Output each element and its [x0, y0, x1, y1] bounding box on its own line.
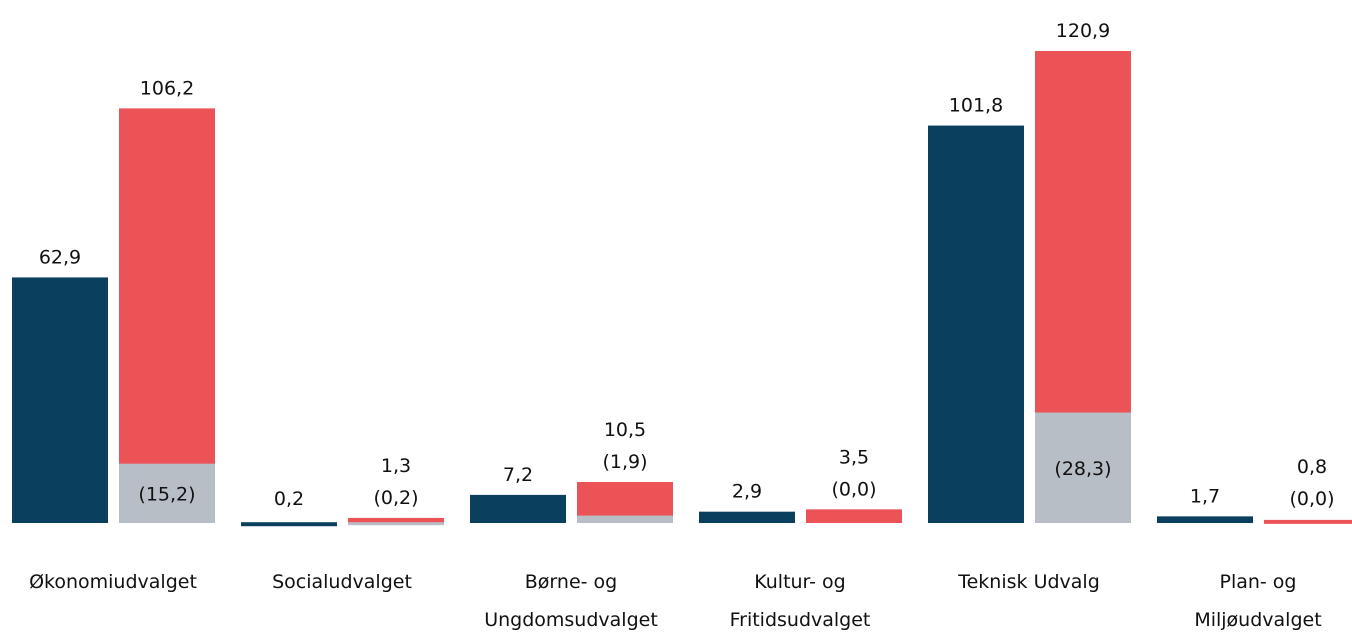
value-label: 10,5: [604, 419, 646, 441]
bar: [928, 126, 1024, 523]
overlay-bar: [577, 516, 673, 523]
overlay-label: (0,0): [1289, 488, 1334, 510]
category-label: Økonomiudvalget: [0, 563, 228, 601]
value-label: 62,9: [39, 246, 81, 268]
value-label: 101,8: [949, 95, 1003, 117]
bar: [806, 509, 902, 523]
overlay-label: (28,3): [1054, 458, 1111, 480]
overlay-bar: [348, 522, 444, 525]
overlay-label: (15,2): [138, 483, 195, 505]
value-label: 2,9: [732, 481, 762, 503]
category-label: Teknisk Udvalg: [915, 563, 1144, 601]
value-label: 106,2: [140, 77, 194, 99]
value-label: 0,8: [1297, 456, 1327, 478]
value-label: 1,3: [381, 455, 411, 477]
overlay-label: (0,0): [831, 478, 876, 500]
value-label: 7,2: [503, 464, 533, 486]
bar: [1264, 520, 1352, 524]
bar: [119, 108, 215, 523]
value-label: 120,9: [1056, 20, 1110, 42]
bar: [1157, 516, 1253, 523]
bar: [470, 495, 566, 523]
value-label: 3,5: [839, 446, 869, 468]
value-label: 1,7: [1190, 485, 1220, 507]
category-label: Socialudvalget: [228, 563, 457, 601]
bar: [241, 522, 337, 526]
bar: [699, 512, 795, 523]
bar: [12, 277, 108, 523]
value-label: 0,2: [274, 488, 304, 510]
overlay-label: (0,2): [373, 487, 418, 509]
overlay-label: (1,9): [602, 451, 647, 473]
